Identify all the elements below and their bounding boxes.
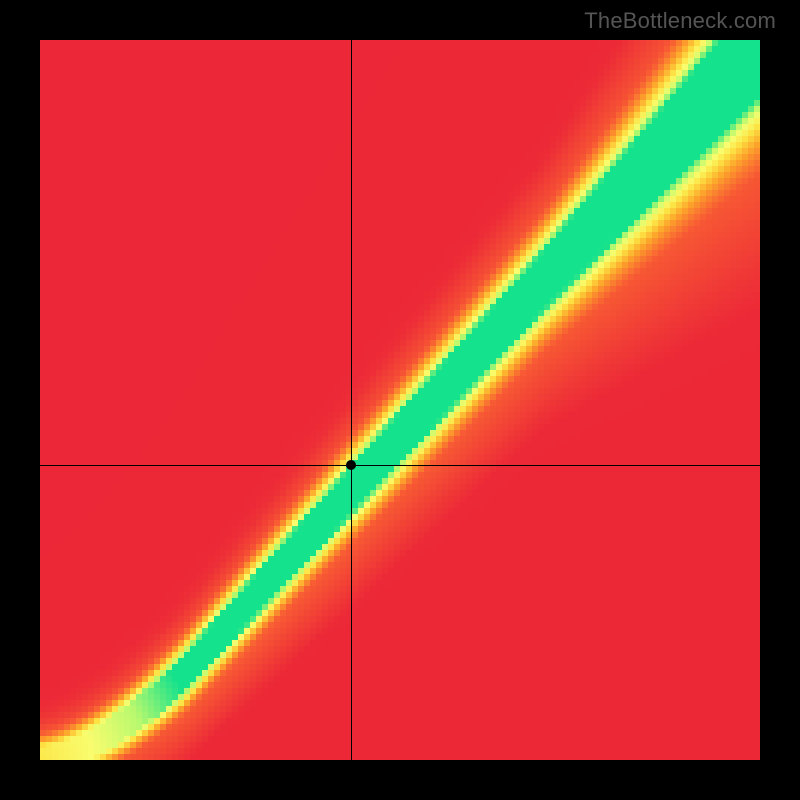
watermark-text: TheBottleneck.com [584,8,776,34]
heatmap-canvas [40,40,760,760]
crosshair-point [346,460,356,470]
heatmap-plot [40,40,760,760]
crosshair-horizontal [40,465,760,466]
crosshair-vertical [351,40,352,760]
